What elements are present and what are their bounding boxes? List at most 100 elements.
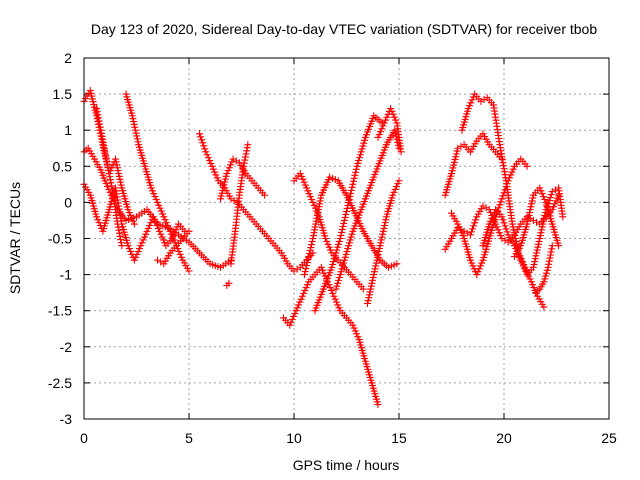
data-point bbox=[343, 207, 350, 215]
data-point bbox=[159, 210, 167, 218]
data-point bbox=[548, 188, 556, 196]
data-point bbox=[100, 145, 108, 153]
y-tick-label: -2.5 bbox=[48, 375, 72, 391]
data-point bbox=[539, 193, 547, 201]
data-point bbox=[296, 298, 304, 306]
x-tick-label: 5 bbox=[185, 430, 193, 446]
data-point bbox=[381, 219, 389, 227]
data-point bbox=[528, 197, 536, 205]
data-point bbox=[154, 256, 161, 264]
data-point bbox=[139, 236, 147, 244]
series-arc-14 bbox=[311, 112, 386, 315]
data-point bbox=[489, 211, 497, 219]
data-point bbox=[370, 268, 378, 276]
data-point bbox=[529, 281, 537, 289]
data-point bbox=[348, 183, 356, 191]
data-point bbox=[357, 148, 365, 156]
data-point bbox=[501, 222, 509, 230]
data-point bbox=[497, 198, 505, 206]
data-point bbox=[131, 126, 139, 134]
data-point bbox=[547, 248, 555, 256]
data-point bbox=[511, 232, 519, 240]
data-point bbox=[544, 263, 552, 271]
data-point bbox=[534, 240, 542, 248]
data-point bbox=[347, 233, 355, 241]
data-point bbox=[547, 251, 554, 259]
data-point bbox=[369, 276, 377, 284]
data-point bbox=[370, 271, 378, 279]
data-point bbox=[326, 284, 334, 292]
data-point bbox=[509, 165, 517, 173]
data-point bbox=[472, 216, 480, 224]
data-point bbox=[108, 182, 116, 190]
data-point bbox=[517, 256, 525, 264]
data-point bbox=[127, 247, 135, 255]
data-point bbox=[261, 191, 269, 199]
data-point bbox=[458, 229, 466, 237]
data-point bbox=[390, 188, 398, 196]
data-point bbox=[541, 275, 549, 283]
data-point bbox=[153, 222, 161, 230]
data-point bbox=[534, 243, 542, 251]
data-point bbox=[105, 170, 113, 178]
data-point bbox=[333, 246, 341, 254]
data-point bbox=[530, 260, 538, 268]
data-point bbox=[207, 159, 215, 167]
data-point bbox=[539, 217, 547, 225]
data-point bbox=[99, 135, 107, 143]
series-arc-6 bbox=[154, 227, 193, 268]
data-point bbox=[459, 232, 467, 240]
data-point bbox=[533, 246, 541, 254]
data-point bbox=[335, 276, 343, 284]
data-point bbox=[373, 256, 381, 264]
data-point bbox=[225, 279, 233, 287]
data-point bbox=[469, 262, 477, 270]
data-point bbox=[108, 185, 116, 193]
data-point bbox=[128, 112, 136, 120]
data-point bbox=[93, 108, 101, 116]
data-point bbox=[102, 151, 110, 159]
data-point bbox=[114, 167, 122, 175]
data-point bbox=[232, 157, 240, 165]
data-point bbox=[164, 222, 172, 230]
data-point bbox=[100, 142, 108, 150]
data-point bbox=[98, 132, 106, 140]
data-point bbox=[147, 184, 155, 192]
data-point bbox=[454, 220, 462, 228]
x-tick-label: 15 bbox=[391, 430, 407, 446]
data-point bbox=[356, 151, 364, 159]
data-point bbox=[342, 210, 350, 218]
data-point bbox=[302, 265, 310, 273]
data-point bbox=[301, 271, 308, 279]
data-point bbox=[118, 242, 126, 250]
data-point bbox=[334, 279, 342, 287]
data-point bbox=[471, 219, 479, 227]
data-point bbox=[516, 253, 524, 261]
data-point bbox=[371, 265, 379, 273]
data-point bbox=[335, 237, 343, 245]
data-point bbox=[344, 201, 352, 209]
series-arc-11 bbox=[280, 263, 382, 409]
data-point bbox=[389, 110, 397, 118]
data-point bbox=[397, 148, 405, 156]
data-point bbox=[130, 256, 138, 264]
data-point bbox=[343, 247, 351, 255]
data-point bbox=[538, 223, 546, 231]
data-point bbox=[310, 201, 318, 209]
data-point bbox=[360, 139, 368, 147]
data-point bbox=[365, 294, 373, 302]
data-point bbox=[131, 123, 139, 131]
data-point bbox=[158, 233, 166, 241]
data-point bbox=[302, 284, 310, 292]
data-point bbox=[392, 116, 400, 124]
data-point bbox=[338, 228, 346, 236]
data-point bbox=[334, 301, 342, 309]
y-tick-label: 1.5 bbox=[53, 86, 73, 102]
data-point bbox=[548, 206, 556, 214]
data-point bbox=[112, 158, 120, 166]
data-point bbox=[314, 209, 322, 217]
data-point bbox=[369, 273, 377, 281]
data-point bbox=[498, 213, 506, 221]
y-tick-label: -0.5 bbox=[48, 231, 72, 247]
data-point bbox=[367, 282, 375, 290]
